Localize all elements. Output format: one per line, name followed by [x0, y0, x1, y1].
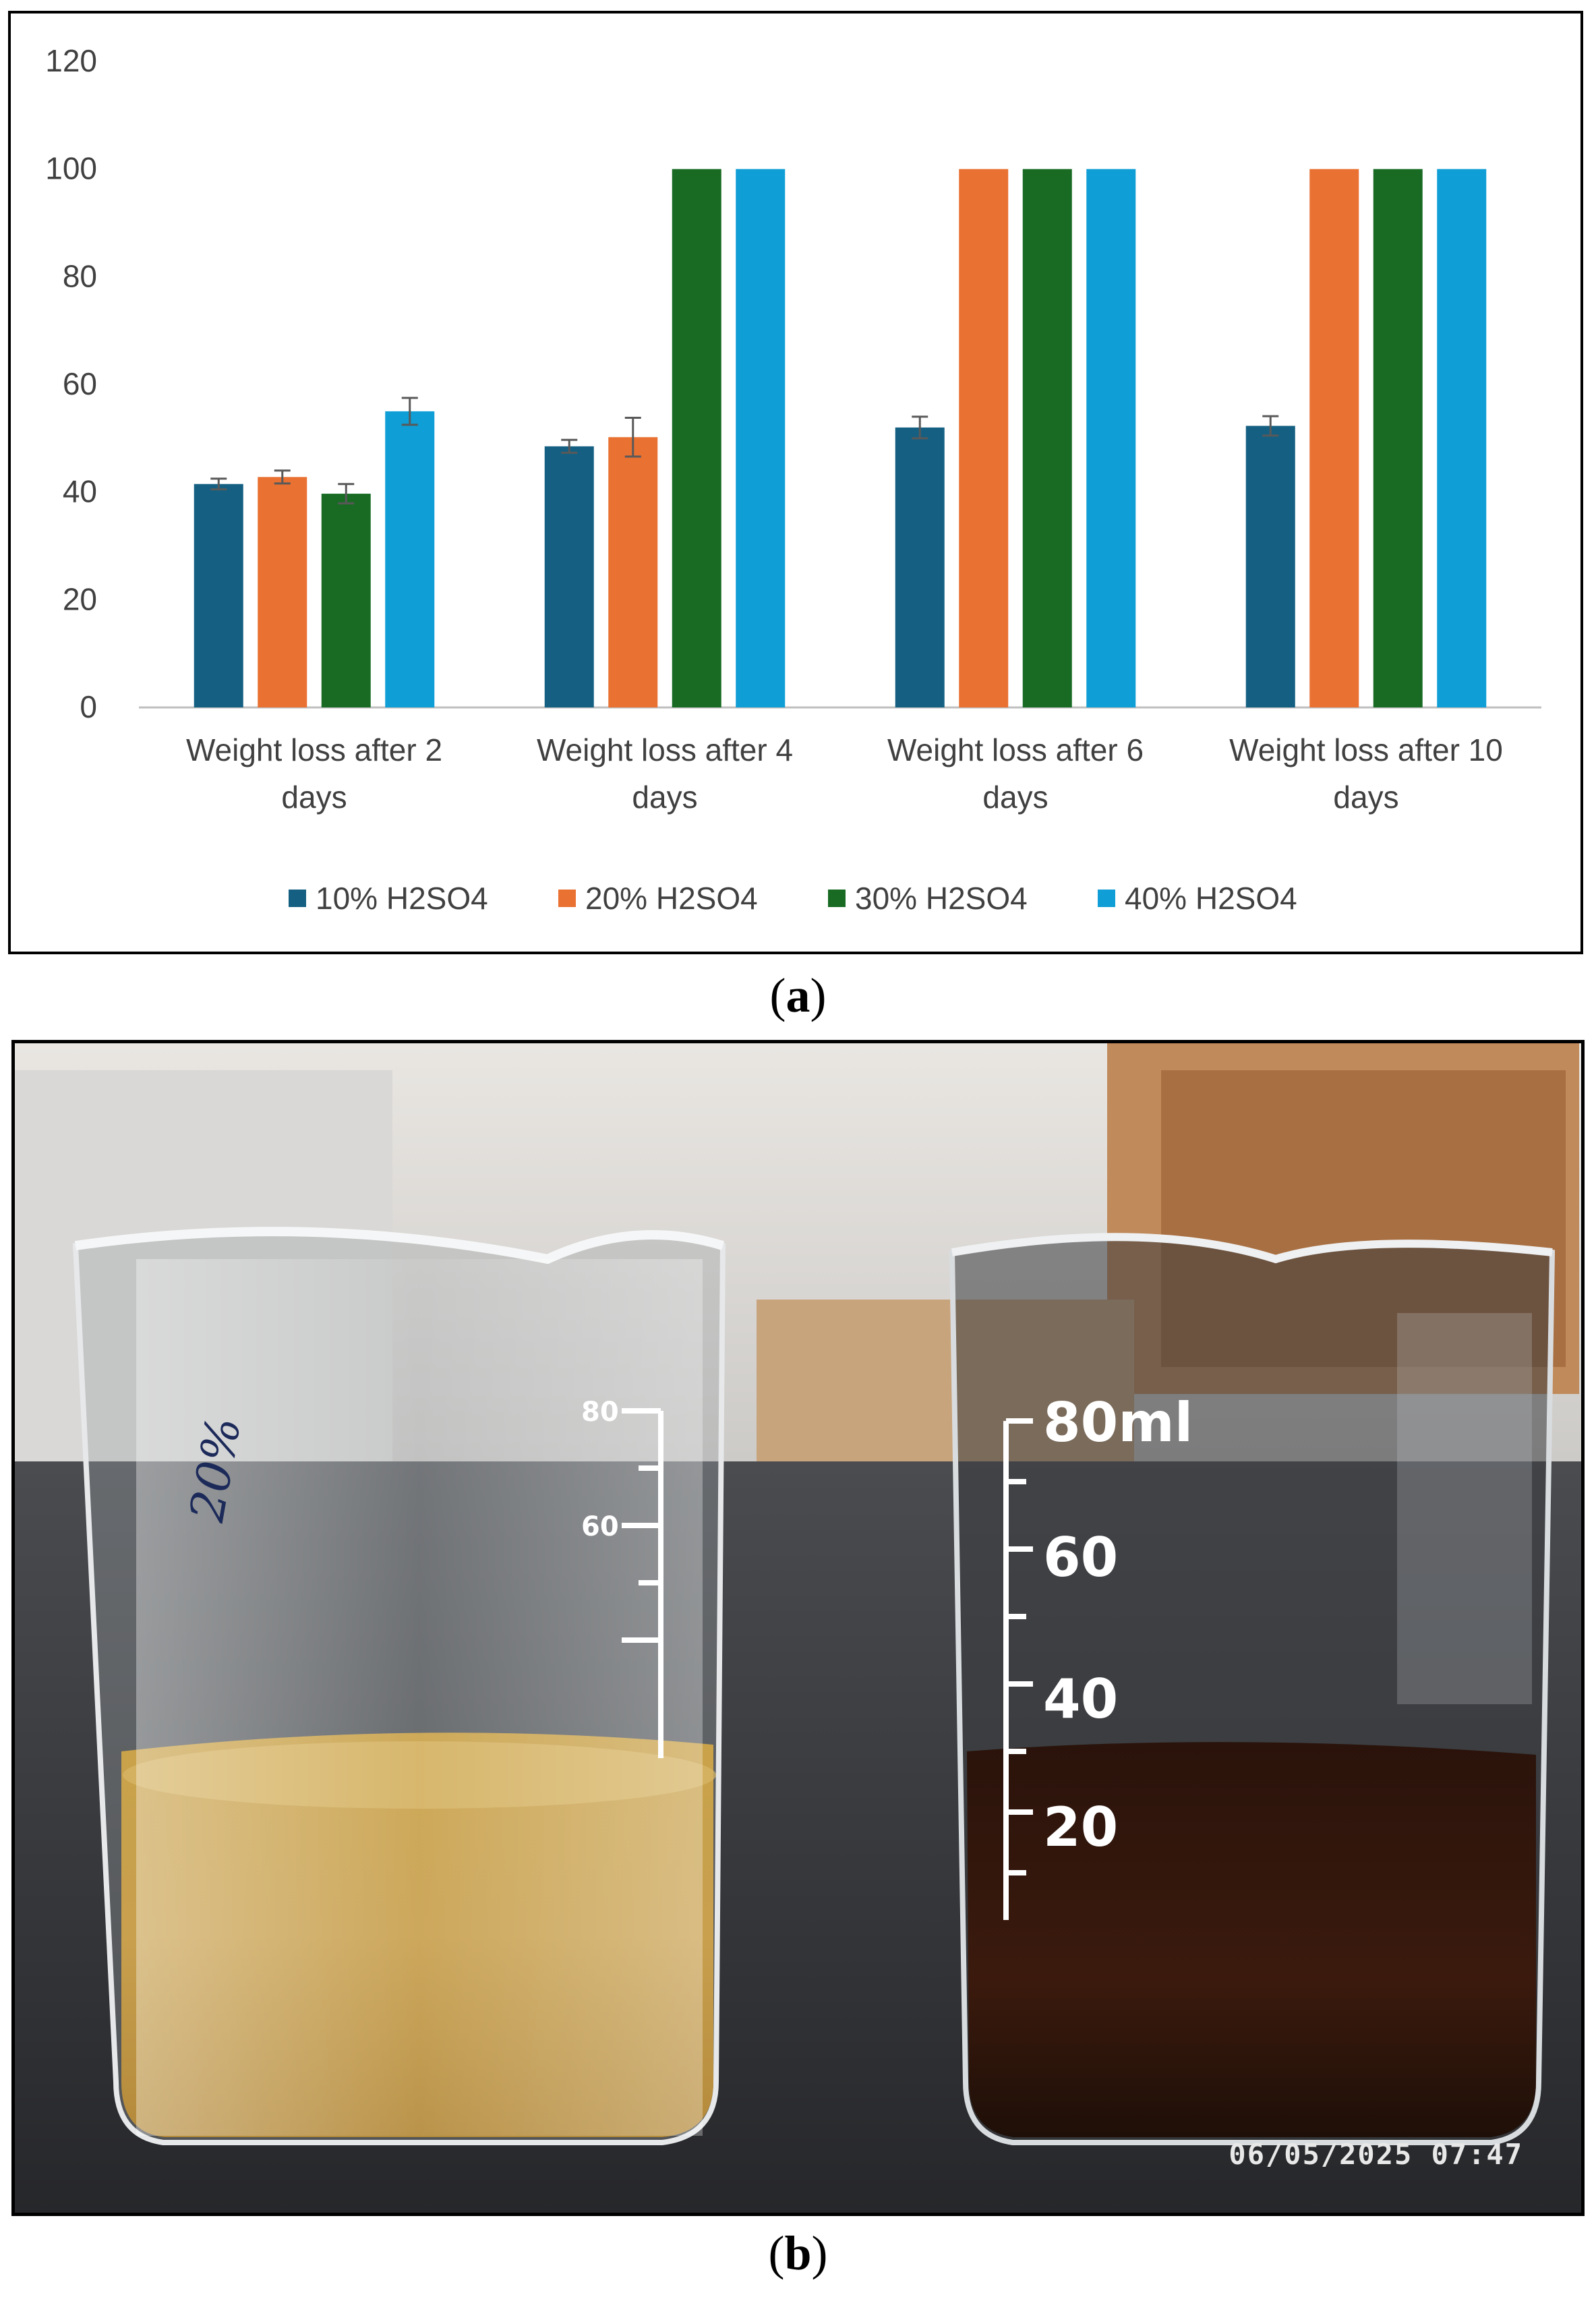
left-mark-80: 80 [581, 1397, 619, 1428]
beakers-photo: 80 60 20% 80ml 60 40 20 [11, 1040, 1585, 2216]
legend-label: 10% H2SO4 [316, 881, 488, 916]
right-mark-80ml: 80ml [1043, 1391, 1193, 1454]
right-mark-20: 20 [1043, 1796, 1118, 1859]
bar [1086, 169, 1136, 707]
bar [959, 169, 1009, 707]
bar [1022, 169, 1072, 707]
x-tick-label: Weight loss after 6 [887, 732, 1144, 767]
bar [895, 427, 945, 707]
x-tick-label: days [982, 780, 1048, 815]
legend-swatch [1098, 890, 1115, 907]
bar [385, 411, 435, 707]
x-tick-label: days [281, 780, 347, 815]
legend-label: 30% H2SO4 [855, 881, 1028, 916]
bar [1373, 169, 1423, 707]
legend-swatch [828, 890, 846, 907]
bar [321, 494, 371, 707]
bar [736, 169, 786, 707]
y-tick-label: 120 [45, 43, 97, 78]
legend-label: 20% H2SO4 [585, 881, 758, 916]
right-mark-60: 60 [1043, 1526, 1118, 1589]
y-tick-label: 80 [63, 258, 97, 293]
bar [1309, 169, 1359, 707]
y-tick-label: 40 [63, 474, 97, 509]
y-tick-label: 60 [63, 366, 97, 401]
caption-b: (b) [0, 2225, 1596, 2281]
x-tick-label: days [632, 780, 697, 815]
bar [1245, 426, 1295, 707]
x-tick-label: days [1333, 780, 1398, 815]
bar [1437, 169, 1487, 707]
photo-timestamp: 06/05/2025 07:47 [1229, 2138, 1523, 2171]
y-tick-label: 20 [63, 581, 97, 616]
left-mark-60: 60 [581, 1511, 619, 1542]
caption-b-text: (b) [768, 2226, 828, 2280]
bar [672, 169, 721, 707]
bar [194, 484, 243, 707]
y-tick-label: 0 [80, 689, 97, 724]
legend-label: 40% H2SO4 [1125, 881, 1297, 916]
x-tick-label: Weight loss after 10 [1229, 732, 1503, 767]
right-mark-40: 40 [1043, 1668, 1118, 1730]
left-beaker: 80 60 20% [72, 1227, 726, 2145]
legend-swatch [558, 890, 576, 907]
x-tick-label: Weight loss after 4 [537, 732, 793, 767]
bar [544, 446, 594, 707]
x-tick-label: Weight loss after 2 [186, 732, 442, 767]
legend-swatch [289, 890, 306, 907]
bar [608, 437, 658, 707]
caption-a-text: (a) [769, 968, 827, 1022]
y-tick-label: 100 [45, 151, 97, 186]
right-beaker: 80ml 60 40 20 [949, 1233, 1556, 2145]
bar [258, 477, 307, 707]
caption-a: (a) [0, 968, 1596, 1024]
bar-chart: 0 20 40 60 80 100 120 Weight loss after 2 days We… [45, 43, 1541, 916]
chart-panel: 0 20 40 60 80 100 120 Weight loss after 2 days We… [8, 11, 1583, 954]
